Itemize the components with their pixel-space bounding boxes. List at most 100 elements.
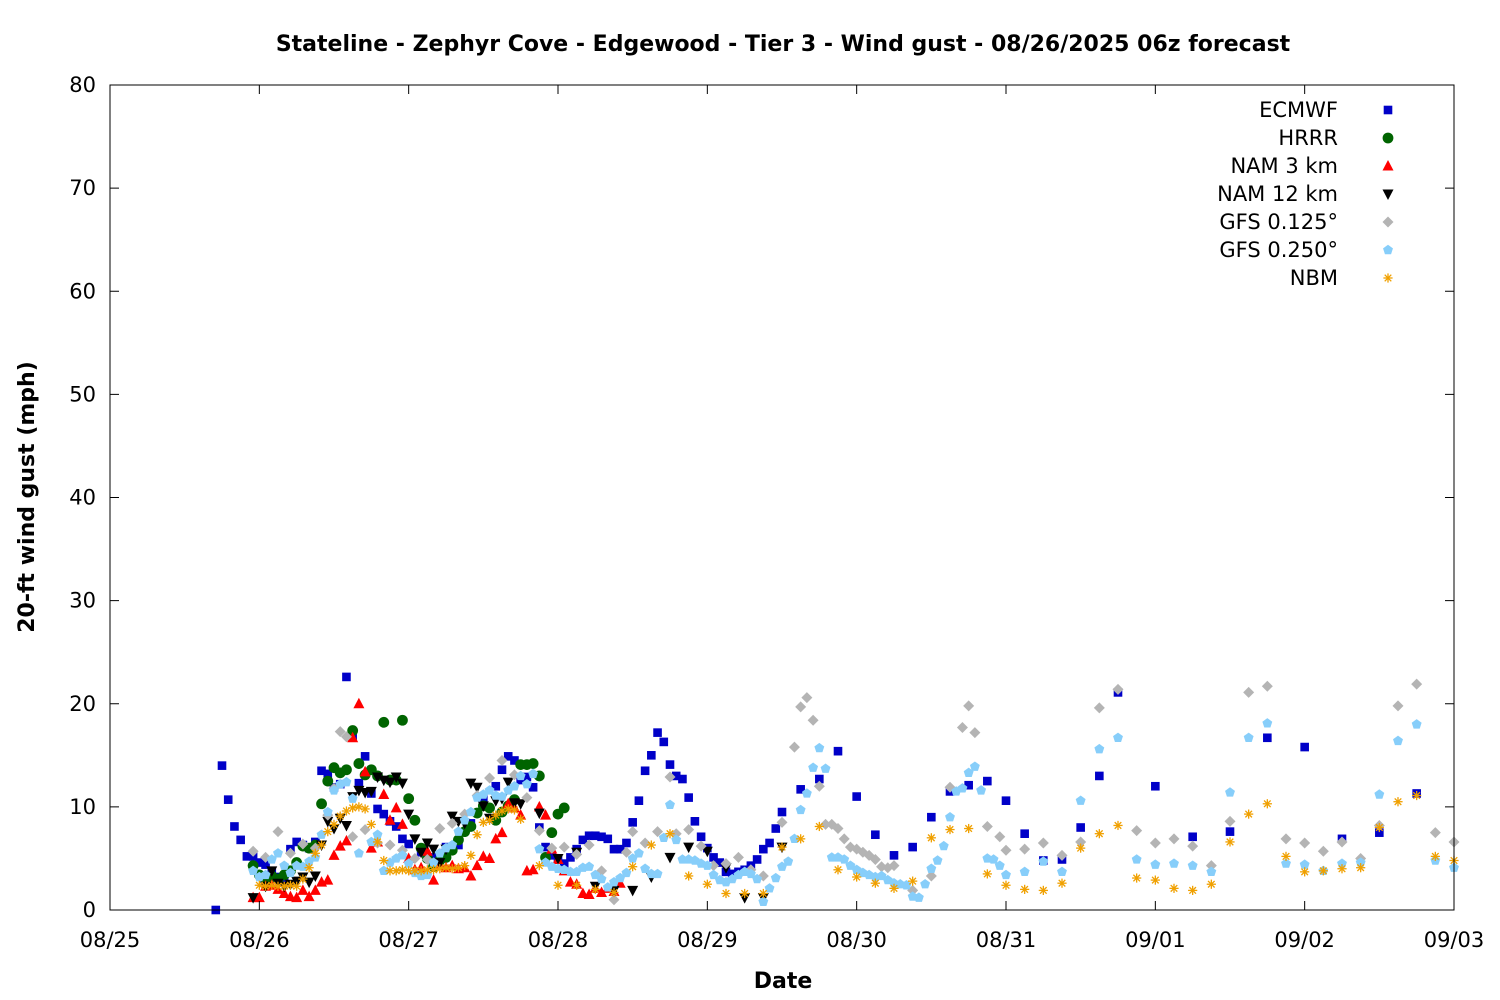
data-point-gfs-0-250 (403, 858, 414, 868)
data-point-gfs-0-125 (620, 846, 632, 858)
y-tick-label: 60 (69, 279, 96, 303)
data-point-nbm (1188, 885, 1198, 896)
data-point-ecmwf (1375, 828, 1384, 837)
x-tick-label: 08/26 (229, 928, 290, 952)
data-point-gfs-0-250 (353, 848, 364, 858)
data-point-nbm (372, 837, 383, 847)
data-point-hrrr (316, 798, 327, 810)
data-point-nbm (833, 865, 843, 875)
series-gfs-0-250 (248, 718, 1459, 906)
y-tick-label: 40 (69, 486, 96, 510)
data-point-gfs-0-250 (627, 853, 638, 863)
data-point-ecmwf (653, 728, 662, 737)
data-point-nam-3-km (465, 869, 477, 881)
y-axis: 0 10 20 30 40 50 60 70 80 (69, 73, 1454, 922)
data-point-gfs-0-125 (521, 792, 533, 804)
data-point-nam-12-km (322, 816, 334, 828)
data-point-nbm (304, 863, 314, 873)
data-point-gfs-0-250 (447, 839, 458, 850)
data-point-nbm (1150, 875, 1160, 885)
legend-marker-nam-12-km (1382, 189, 1394, 200)
data-point-gfs-0-125 (558, 841, 570, 853)
data-point-ecmwf (771, 824, 781, 833)
data-point-gfs-0-250 (266, 854, 277, 864)
data-point-nbm (982, 869, 992, 879)
data-point-gfs-0-250 (1075, 795, 1086, 805)
data-point-gfs-0-250 (1150, 859, 1161, 869)
data-point-ecmwf (634, 796, 644, 805)
data-point-nam-12-km (477, 801, 489, 812)
data-point-nbm (491, 810, 501, 820)
data-point-nbm (310, 848, 320, 858)
data-point-gfs-0-250 (521, 778, 532, 789)
data-point-ecmwf (354, 778, 364, 788)
data-point-nam-12-km (247, 893, 259, 904)
legend-marker-ecmwf (1383, 105, 1393, 115)
data-point-ecmwf (1188, 832, 1197, 842)
data-point-nbm (391, 866, 401, 876)
data-point-ecmwf (609, 844, 619, 854)
data-point-gfs-0-125 (359, 824, 371, 836)
data-point-gfs-0-125 (334, 726, 346, 738)
data-point-gfs-0-125 (1243, 686, 1255, 698)
data-point-nbm (260, 881, 271, 891)
data-point-nam-12-km (396, 778, 408, 790)
data-point-gfs-0-125 (1411, 678, 1423, 690)
data-point-gfs-0-250 (260, 869, 271, 880)
data-point-nam-3-km (583, 888, 595, 900)
data-point-nbm (553, 880, 563, 890)
data-point-ecmwf (759, 844, 768, 854)
data-point-gfs-0-250 (273, 848, 283, 858)
data-point-ecmwf (927, 812, 936, 822)
data-point-gfs-0-125 (1168, 833, 1180, 845)
data-point-gfs-0-250 (297, 861, 308, 871)
data-point-ecmwf (659, 737, 669, 747)
data-point-ecmwf (292, 837, 301, 847)
data-point-nbm (590, 884, 600, 894)
data-point-gfs-0-250 (329, 785, 339, 795)
data-point-gfs-0-250 (926, 863, 937, 873)
data-point-gfs-0-125 (1149, 837, 1161, 849)
data-point-hrrr (403, 793, 415, 805)
data-point-nam-3-km (359, 765, 371, 777)
data-point-gfs-0-125 (813, 780, 825, 792)
data-point-gfs-0-250 (764, 883, 775, 893)
data-point-nbm (329, 819, 339, 830)
data-point-nbm (354, 802, 364, 812)
data-point-ecmwf (578, 835, 588, 845)
data-point-nam-3-km (309, 884, 321, 895)
data-point-gfs-0-250 (920, 879, 931, 889)
legend-item-hrrr: HRRR (1278, 126, 1394, 150)
data-point-ecmwf (678, 774, 687, 784)
data-point-nam-3-km (390, 801, 402, 813)
data-point-gfs-0-125 (583, 839, 595, 851)
legend-label: NAM 3 km (1230, 154, 1338, 178)
data-point-hrrr (378, 716, 390, 728)
data-point-ecmwf (603, 834, 613, 844)
y-tick-label: 30 (69, 589, 96, 613)
data-point-ecmwf (665, 760, 675, 769)
data-point-gfs-0-250 (378, 865, 389, 876)
data-point-nbm (360, 804, 370, 814)
data-point-gfs-0-125 (1317, 845, 1329, 857)
data-point-gfs-0-125 (608, 894, 620, 906)
data-point-gfs-0-250 (658, 832, 669, 843)
data-point-gfs-0-250 (745, 868, 756, 879)
data-point-gfs-0-125 (1131, 825, 1143, 837)
data-point-gfs-0-250 (758, 896, 769, 906)
data-point-nbm (1374, 822, 1384, 833)
data-point-gfs-0-250 (963, 767, 974, 778)
data-point-gfs-0-125 (434, 823, 446, 835)
data-point-nam-12-km (372, 772, 384, 783)
data-point-nbm (628, 862, 638, 872)
data-point-ecmwf (1076, 823, 1085, 832)
data-point-gfs-0-125 (639, 837, 651, 849)
x-tick-label: 08/30 (826, 928, 887, 952)
data-point-nbm (366, 819, 376, 830)
data-point-ecmwf (777, 807, 787, 817)
data-point-ecmwf (647, 751, 656, 760)
data-point-gfs-0-250 (615, 872, 626, 883)
data-point-nbm (453, 863, 464, 873)
data-point-hrrr (484, 802, 495, 814)
data-point-gfs-0-125 (1093, 702, 1105, 714)
